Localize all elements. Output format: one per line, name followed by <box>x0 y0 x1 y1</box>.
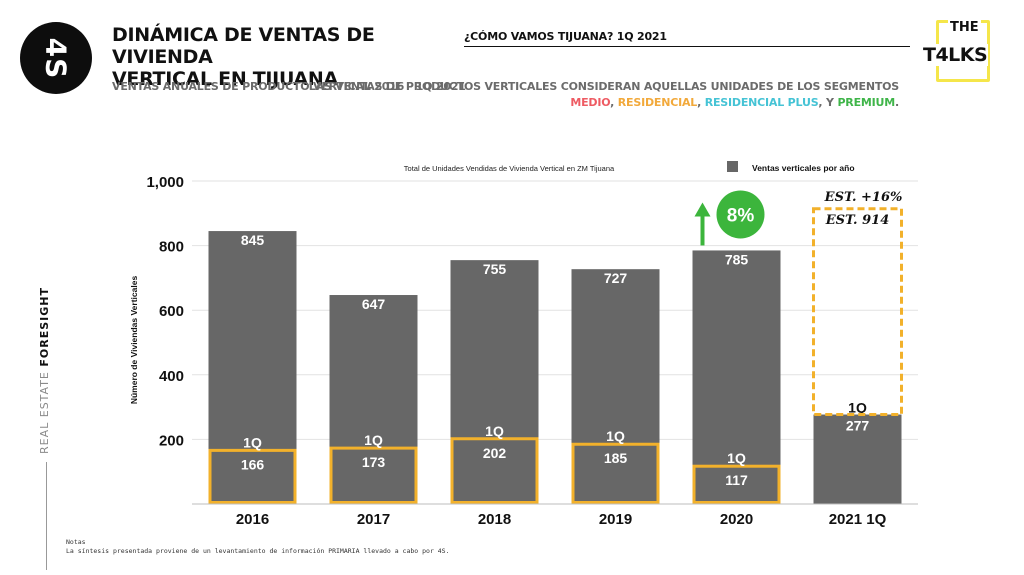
x-tick-label: 2020 <box>720 511 753 528</box>
legend-swatch <box>727 161 738 172</box>
segments-list: MEDIO, RESIDENCIAL, RESIDENCIAL PLUS, Y … <box>570 96 899 109</box>
bar <box>208 231 297 504</box>
x-tick-label: 2018 <box>478 511 511 528</box>
estimate-box <box>812 207 903 417</box>
growth-arrow-head <box>694 202 711 217</box>
x-tick-label: 2019 <box>599 511 632 528</box>
x-tick-label: 2017 <box>357 511 390 528</box>
x-tick-label: 2021 1Q <box>829 511 887 528</box>
growth-badge <box>716 190 765 239</box>
bar-value-label: 647 <box>362 296 386 312</box>
q1-label: 1Q <box>243 434 262 450</box>
segments-note: LAS VENTAS DE PRODUCTOS VERTICALES CONSI… <box>308 80 899 93</box>
bar <box>692 250 781 504</box>
chart-title: Total de Unidades Vendidas de Vivienda V… <box>404 164 615 173</box>
q1-value-label: 117 <box>725 472 748 488</box>
bar <box>329 295 418 504</box>
q1-highlight <box>450 437 539 504</box>
bar-value-label: 755 <box>483 261 507 277</box>
x-tick-label: 2016 <box>236 511 269 528</box>
q1-highlight <box>208 448 297 504</box>
growth-label: 8% <box>727 205 755 226</box>
y-tick-label: 1,000 <box>146 174 184 191</box>
q1-highlight <box>692 464 781 505</box>
bar-value-label: 727 <box>604 270 628 286</box>
q1-label: 1Q <box>606 428 625 444</box>
q1-value-label: 173 <box>362 454 386 470</box>
bar <box>450 260 539 504</box>
estimate-change-label: EST. +16% <box>824 190 903 205</box>
y-tick-label: 800 <box>159 239 184 256</box>
q1-value-label: 185 <box>604 450 628 466</box>
q1-highlight <box>329 446 418 505</box>
q1-label: 1Q <box>364 432 383 448</box>
segment-residencial-plus: RESIDENCIAL PLUS <box>704 96 819 109</box>
segment-medio: MEDIO <box>570 96 611 109</box>
q1-label: 1Q <box>848 400 867 416</box>
segment-residencial: RESIDENCIAL <box>617 96 698 109</box>
notes-title: Notas <box>66 538 86 546</box>
q1-value-label: 202 <box>483 445 507 461</box>
bar-value-label: 845 <box>241 232 265 248</box>
bar-value-label: 785 <box>725 251 749 267</box>
report-question: ¿CÓMO VAMOS TIJUANA? 1Q 2021 <box>464 30 667 43</box>
y-tick-label: 600 <box>159 303 184 320</box>
header-rule <box>464 46 910 47</box>
y-axis-label: Número de Viviendas Verticales <box>129 276 139 405</box>
q1-highlight <box>571 442 660 504</box>
4s-logo: 4S <box>20 22 92 94</box>
notes-text: La síntesis presentada proviene de un le… <box>66 547 450 555</box>
segment-premium: PREMIUM <box>837 96 896 109</box>
page-subtitle: VENTAS ANUALES DE PRODUCTO VERTICAL 2016… <box>112 80 466 93</box>
bar <box>571 269 660 504</box>
y-tick-label: 200 <box>159 432 184 449</box>
legend-label: Ventas verticales por año <box>752 163 855 173</box>
side-rule <box>46 462 47 570</box>
y-tick-label: 400 <box>159 368 184 385</box>
q1-label: 1Q <box>485 423 504 439</box>
q1-value-label: 166 <box>241 456 265 472</box>
estimate-value-label: EST. 914 <box>825 213 889 228</box>
q1-label: 1Q <box>727 450 746 466</box>
bar <box>813 414 902 504</box>
the-talks-logo: THE T4LKS <box>918 18 1004 84</box>
page-title: DINÁMICA DE VENTAS DE VIVIENDA VERTICAL … <box>112 24 375 90</box>
bar-value-label: 277 <box>846 418 870 434</box>
